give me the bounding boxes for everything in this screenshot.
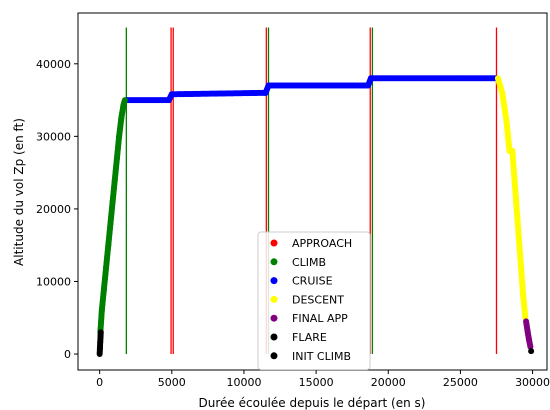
legend-item-approach: APPROACH bbox=[270, 237, 352, 250]
x-tick-label: 5000 bbox=[158, 376, 186, 389]
legend-item-cruise: CRUISE bbox=[270, 275, 333, 288]
data-point bbox=[121, 97, 128, 104]
y-tick-label: 30000 bbox=[36, 130, 71, 143]
y-tick-label: 20000 bbox=[36, 203, 71, 216]
x-tick-label: 25000 bbox=[443, 376, 478, 389]
series-descent bbox=[494, 75, 529, 321]
y-tick-label: 10000 bbox=[36, 275, 71, 288]
legend-marker bbox=[270, 314, 278, 322]
x-tick-label: 15000 bbox=[299, 376, 334, 389]
series-init-climb bbox=[96, 329, 104, 358]
plot-content bbox=[96, 27, 535, 358]
legend-marker bbox=[270, 333, 278, 341]
x-tick-label: 0 bbox=[96, 376, 103, 389]
legend-label: DESCENT bbox=[292, 293, 344, 306]
data-point bbox=[97, 329, 104, 336]
legend-item-climb: CLIMB bbox=[270, 256, 326, 269]
legend-label: CLIMB bbox=[292, 256, 326, 269]
series-cruise bbox=[124, 75, 500, 104]
legend-label: APPROACH bbox=[292, 237, 352, 250]
series-final-app bbox=[523, 318, 534, 350]
legend-label: FINAL APP bbox=[292, 312, 348, 325]
series-flare bbox=[528, 348, 535, 355]
x-tick-label: 10000 bbox=[226, 376, 261, 389]
legend-item-final-app: FINAL APP bbox=[270, 312, 348, 325]
x-tick-label: 20000 bbox=[371, 376, 406, 389]
legend-marker bbox=[270, 258, 278, 266]
x-axis-label: Durée écoulée depuis le départ (en s) bbox=[199, 396, 426, 410]
legend: APPROACH CLIMB CRUISE DESCENT FINAL APP FLARE… bbox=[257, 231, 371, 371]
legend-marker bbox=[270, 239, 278, 247]
legend-item-init-climb: INIT CLIMB bbox=[270, 350, 351, 363]
legend-marker bbox=[270, 352, 278, 360]
legend-marker bbox=[270, 277, 278, 285]
y-tick-label: 40000 bbox=[36, 58, 71, 71]
x-tick-label: 30000 bbox=[515, 376, 550, 389]
data-point bbox=[528, 348, 535, 355]
legend-label: FLARE bbox=[292, 331, 327, 344]
legend-item-flare: FLARE bbox=[270, 331, 327, 344]
legend-box bbox=[257, 231, 371, 371]
axes: 0 5000 10000 15000 20000 25000 30000 0 10000 2000… bbox=[36, 58, 550, 389]
series-climb bbox=[97, 97, 128, 336]
legend-label: INIT CLIMB bbox=[292, 350, 351, 363]
y-axis-label: Altitude du vol Zp (en ft) bbox=[12, 118, 26, 266]
y-tick-label: 0 bbox=[64, 348, 71, 361]
legend-label: CRUISE bbox=[292, 275, 333, 288]
legend-marker bbox=[270, 295, 278, 303]
legend-item-descent: DESCENT bbox=[270, 293, 344, 306]
